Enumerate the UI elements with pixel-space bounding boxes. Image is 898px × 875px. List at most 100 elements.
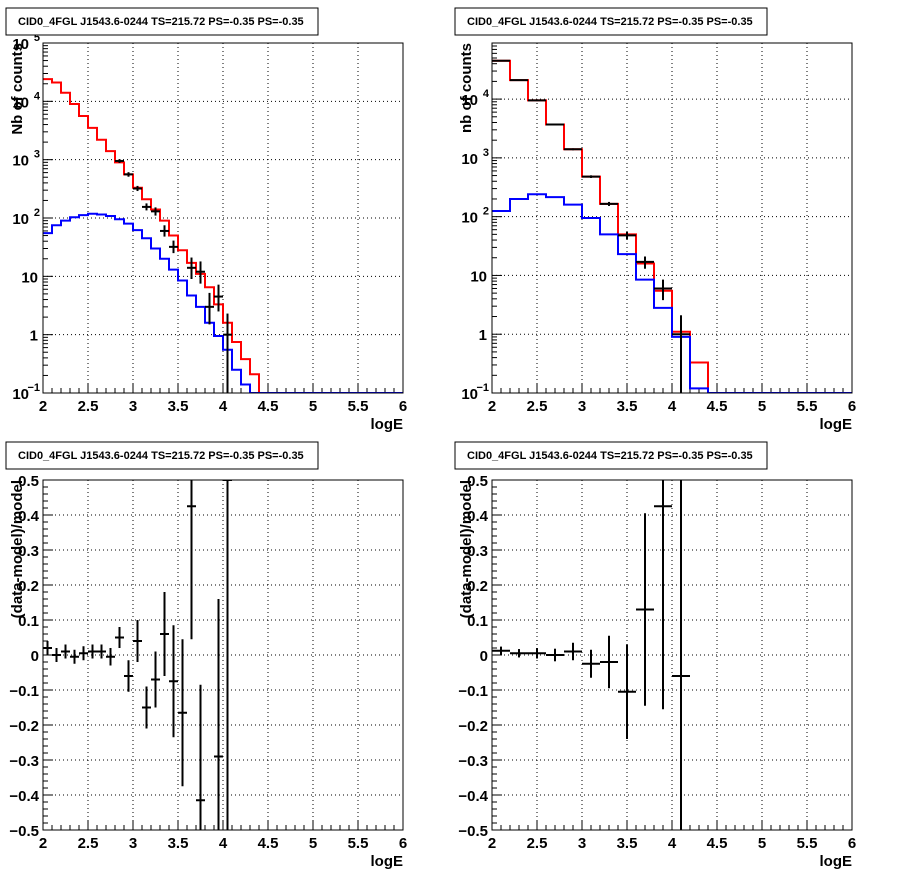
data-point xyxy=(124,172,133,177)
data-point xyxy=(582,649,600,678)
y-tick-label: −0.5 xyxy=(458,823,488,840)
grid-lines xyxy=(492,43,852,393)
y-tick-label: 0.3 xyxy=(18,543,39,560)
data-point xyxy=(636,513,654,706)
y-tick-exponent: 2 xyxy=(483,206,489,218)
data-point xyxy=(564,642,582,661)
x-tick-label: 4 xyxy=(219,835,228,852)
data-point xyxy=(546,648,564,662)
data-point xyxy=(528,99,546,102)
data-point xyxy=(70,649,79,664)
y-tick-exponent: 3 xyxy=(34,149,40,161)
data-point xyxy=(636,256,654,269)
data-point xyxy=(582,175,600,178)
y-tick-label: 0.5 xyxy=(467,473,488,490)
plot-area xyxy=(43,78,403,393)
y-tick-label: 10 xyxy=(461,92,478,109)
data-point xyxy=(151,651,160,708)
y-tick-label: 0.4 xyxy=(18,508,40,525)
data-point xyxy=(546,123,564,126)
x-tick-label: 5.5 xyxy=(348,835,369,852)
x-tick-label: 4 xyxy=(668,398,677,415)
y-tick-label: 0 xyxy=(480,648,488,665)
data-point xyxy=(564,148,582,151)
x-tick-label: 4 xyxy=(668,835,677,852)
data-point xyxy=(169,240,178,254)
x-tick-label: 5 xyxy=(309,835,317,852)
data-point xyxy=(169,625,178,738)
x-tick-label: 2.5 xyxy=(527,398,548,415)
y-tick-label: 0.2 xyxy=(18,578,39,595)
x-tick-label: 5 xyxy=(758,835,766,852)
y-axis-label: Nb of counts xyxy=(9,43,26,135)
y-tick-exponent: 4 xyxy=(34,90,41,102)
series-model-component xyxy=(492,193,852,393)
y-tick-label: −0.1 xyxy=(458,683,488,700)
chart-title: CID0_4FGL J1543.6-0244 TS=215.72 PS=-0.3… xyxy=(467,450,753,462)
y-tick-label: 10 xyxy=(12,153,29,170)
chart-title: CID0_4FGL J1543.6-0244 TS=215.72 PS=-0.3… xyxy=(467,16,753,28)
y-tick-label: 10 xyxy=(12,94,29,111)
grid-lines xyxy=(43,480,403,830)
data-point xyxy=(142,686,151,729)
data-point xyxy=(600,635,618,689)
y-tick-label: 0 xyxy=(31,648,39,665)
data-point xyxy=(214,599,223,830)
y-tick-label: −0.4 xyxy=(458,788,488,805)
data-point xyxy=(97,644,106,659)
y-tick-label: −0.2 xyxy=(9,718,39,735)
data-point xyxy=(196,261,205,284)
chart-title-box xyxy=(5,441,319,470)
data-point xyxy=(510,649,528,658)
data-point xyxy=(151,207,160,216)
data-point xyxy=(618,644,636,739)
x-tick-label: 3 xyxy=(578,398,586,415)
x-tick-label: 4.5 xyxy=(258,835,279,852)
y-tick-label: 10 xyxy=(21,269,38,286)
data-point xyxy=(528,648,546,659)
x-axis-label: logE xyxy=(820,853,853,870)
chart-title: CID0_4FGL J1543.6-0244 TS=215.72 PS=-0.3… xyxy=(18,450,304,462)
x-tick-label: 3.5 xyxy=(617,835,638,852)
chart-title: CID0_4FGL J1543.6-0244 TS=215.72 PS=-0.3… xyxy=(18,16,304,28)
data-point xyxy=(187,257,196,280)
y-tick-label: 10 xyxy=(12,211,29,228)
data-point xyxy=(124,660,133,692)
data-point xyxy=(133,185,142,192)
y-tick-label: 1 xyxy=(479,327,487,344)
data-point xyxy=(672,480,690,830)
y-tick-label: 0.2 xyxy=(467,578,488,595)
data-point xyxy=(510,79,528,82)
x-tick-label: 6 xyxy=(848,398,856,415)
y-axis-label: (data-model)/model xyxy=(9,480,26,618)
x-axis-label: logE xyxy=(371,416,404,433)
y-tick-label: 0.5 xyxy=(18,473,39,490)
y-tick-label: 10 xyxy=(12,386,29,403)
y-tick-label: 10 xyxy=(461,210,478,227)
y-tick-exponent: 4 xyxy=(483,88,490,100)
x-tick-label: 6 xyxy=(399,835,407,852)
x-tick-label: 2 xyxy=(488,835,496,852)
x-tick-label: 4 xyxy=(219,398,228,415)
y-tick-label: −0.1 xyxy=(9,683,39,700)
data-point xyxy=(223,480,232,830)
plot-area xyxy=(492,59,852,393)
plot-frame xyxy=(42,42,404,394)
y-tick-label: 10 xyxy=(12,36,29,53)
y-axis-label: nb of counts xyxy=(458,43,475,133)
data-point xyxy=(196,684,205,830)
x-tick-label: 5.5 xyxy=(797,398,818,415)
y-tick-label: 10 xyxy=(470,268,487,285)
x-axis-label: logE xyxy=(371,853,404,870)
data-point xyxy=(61,644,70,659)
x-tick-label: 6 xyxy=(399,398,407,415)
data-point xyxy=(178,639,187,787)
y-tick-label: −0.5 xyxy=(9,823,39,840)
x-tick-label: 5 xyxy=(758,398,766,415)
chart-panel-4: 2 2.5 3 3.5 4 4.5 5 5.5 6 −0.5 −0.4 −0.3 −0.2 −0.1 0 0.… xyxy=(454,441,856,870)
x-tick-label: 3.5 xyxy=(617,398,638,415)
x-tick-label: 2.5 xyxy=(78,835,99,852)
y-tick-label: 0.4 xyxy=(467,508,489,525)
